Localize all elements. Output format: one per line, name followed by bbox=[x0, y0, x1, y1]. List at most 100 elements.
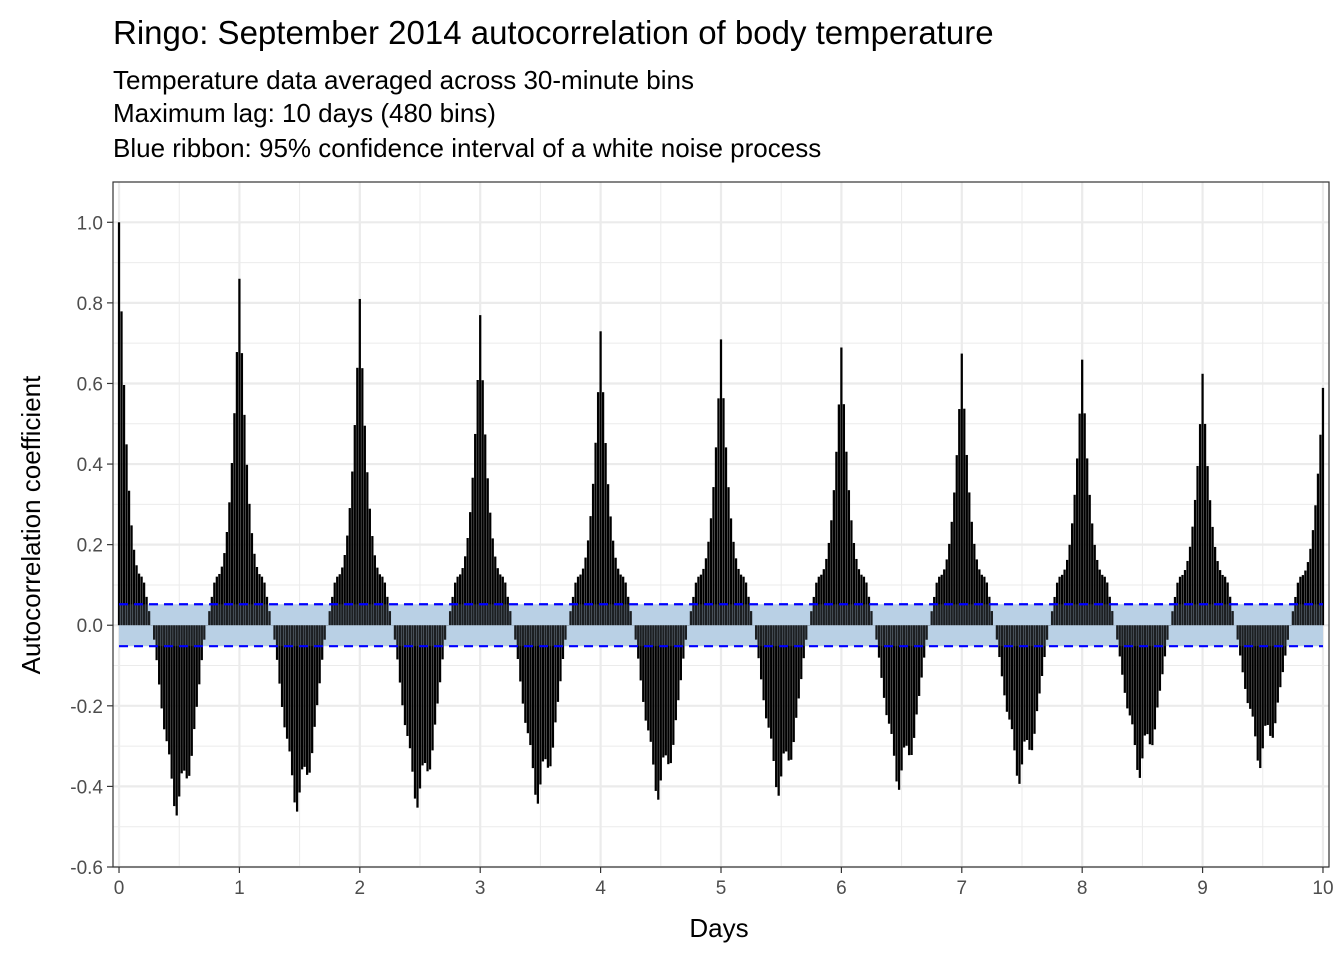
acf-bar bbox=[1156, 625, 1159, 708]
acf-bar bbox=[120, 311, 123, 626]
acf-bar bbox=[1271, 625, 1274, 738]
acf-bar bbox=[647, 625, 650, 731]
acf-bar bbox=[125, 444, 128, 626]
acf-bar bbox=[749, 611, 753, 626]
acf-bar bbox=[1141, 625, 1144, 759]
acf-bar bbox=[275, 625, 279, 660]
acf-bar bbox=[1276, 625, 1279, 703]
acf-bar bbox=[805, 625, 808, 640]
acf-bar bbox=[960, 353, 963, 626]
acf-bar bbox=[526, 625, 529, 734]
acf-bar bbox=[306, 625, 309, 775]
acf-bar bbox=[1005, 625, 1009, 712]
acf-bar bbox=[243, 414, 246, 626]
acf-bar bbox=[1254, 625, 1257, 737]
acf-bar bbox=[1311, 530, 1315, 626]
acf-bar bbox=[797, 625, 800, 699]
acf-bar bbox=[1306, 562, 1310, 626]
acf-bar bbox=[744, 582, 748, 626]
chart-subtitle-line-1: Temperature data averaged across 30-minu… bbox=[113, 65, 694, 95]
acf-bar bbox=[682, 625, 685, 659]
acf-bar bbox=[489, 512, 492, 626]
acf-bar bbox=[132, 549, 136, 626]
acf-bar bbox=[451, 596, 454, 626]
acf-bar bbox=[1183, 570, 1187, 626]
acf-bar bbox=[627, 596, 630, 626]
acf-bar bbox=[514, 625, 517, 640]
acf-bar bbox=[396, 625, 399, 660]
acf-bar bbox=[361, 368, 364, 626]
acf-bar bbox=[970, 521, 973, 626]
acf-bar bbox=[1246, 625, 1249, 704]
acf-bar bbox=[346, 535, 349, 626]
acf-bar bbox=[223, 553, 226, 626]
acf-bar bbox=[1025, 625, 1029, 741]
acf-bar bbox=[1196, 465, 1199, 626]
acf-bar bbox=[521, 625, 524, 704]
y-tick-label: -0.2 bbox=[70, 697, 103, 718]
acf-bar bbox=[1081, 359, 1084, 626]
acf-bar bbox=[1003, 625, 1006, 696]
acf-bar bbox=[1166, 625, 1169, 640]
acf-bar bbox=[418, 625, 422, 789]
acf-bar bbox=[689, 611, 693, 626]
acf-bar bbox=[1213, 546, 1217, 626]
acf-bar bbox=[263, 582, 266, 626]
acf-bar bbox=[280, 625, 284, 707]
acf-bar bbox=[1216, 561, 1219, 626]
acf-bar bbox=[484, 434, 487, 626]
acf-bar bbox=[617, 568, 620, 626]
acf-bar bbox=[1091, 523, 1094, 626]
acf-bar bbox=[1028, 625, 1031, 750]
acf-bar bbox=[1136, 625, 1139, 770]
acf-bars bbox=[117, 222, 1325, 816]
acf-bar bbox=[704, 558, 708, 626]
acf-bar bbox=[983, 576, 986, 626]
acf-bar bbox=[732, 541, 735, 626]
acf-bar bbox=[940, 574, 943, 626]
acf-bar bbox=[1153, 625, 1157, 730]
acf-bar bbox=[295, 625, 299, 812]
acf-bar bbox=[576, 576, 580, 626]
acf-bar bbox=[283, 625, 286, 728]
acf-bar bbox=[825, 558, 828, 626]
acf-bar bbox=[1106, 582, 1109, 626]
acf-bar bbox=[1236, 625, 1239, 640]
acf-bar bbox=[303, 625, 306, 767]
acf-bar bbox=[622, 576, 625, 626]
x-tick-label: 3 bbox=[475, 878, 486, 899]
acf-bar bbox=[376, 567, 379, 626]
acf-bar bbox=[795, 625, 798, 718]
acf-bar bbox=[255, 566, 259, 626]
acf-bar bbox=[343, 555, 346, 626]
acf-bar bbox=[413, 625, 417, 799]
acf-bar bbox=[170, 625, 173, 779]
acf-bar bbox=[479, 315, 482, 626]
acf-bar bbox=[240, 353, 244, 626]
y-tick-label: 1.0 bbox=[77, 213, 103, 234]
acf-bar bbox=[433, 625, 437, 725]
acf-bar bbox=[441, 625, 444, 660]
acf-bar bbox=[867, 596, 871, 626]
acf-bar bbox=[1188, 546, 1192, 626]
acf-bar bbox=[1131, 625, 1134, 725]
acf-bar bbox=[827, 542, 830, 626]
acf-bar bbox=[767, 625, 770, 728]
acf-bar bbox=[667, 625, 670, 765]
acf-bar bbox=[930, 611, 933, 626]
acf-bar bbox=[541, 625, 545, 762]
acf-bar bbox=[506, 596, 509, 626]
acf-bar bbox=[549, 625, 552, 767]
acf-bar bbox=[897, 625, 901, 790]
x-tick-label: 0 bbox=[114, 878, 125, 899]
acf-bar bbox=[1058, 576, 1061, 626]
acf-bar bbox=[285, 625, 289, 739]
acf-bar bbox=[383, 582, 387, 626]
acf-bar bbox=[933, 596, 936, 626]
acf-bar bbox=[792, 625, 795, 743]
acf-bar bbox=[516, 625, 519, 660]
acf-bar bbox=[968, 492, 971, 626]
acf-bar bbox=[1284, 625, 1287, 656]
acf-bar bbox=[218, 573, 221, 626]
x-tick-label: 8 bbox=[1077, 878, 1088, 899]
